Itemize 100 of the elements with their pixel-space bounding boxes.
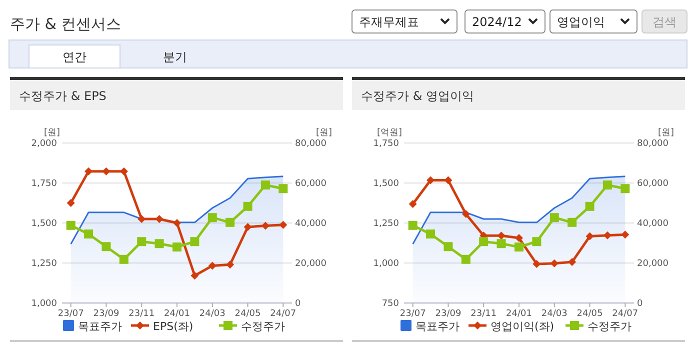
point <box>119 254 128 264</box>
x-tick-label: 24/03 <box>199 309 226 319</box>
point <box>66 220 76 230</box>
x-tick-label: 24/01 <box>164 309 190 319</box>
point <box>226 260 234 269</box>
y-tick-label: 1,500 <box>373 179 400 189</box>
point <box>190 237 200 246</box>
point <box>532 260 541 268</box>
y-tick-label: 2,000 <box>31 139 58 149</box>
y2-tick-label: 20,000 <box>637 259 669 269</box>
point <box>515 234 523 242</box>
text: 주가 & 컨센서스 <box>10 15 122 33</box>
text: 2024/12 <box>472 15 522 29</box>
x-tick-label: 24/05 <box>234 309 261 319</box>
x-tick-label: 23/11 <box>128 309 155 319</box>
y2-tick-label: 80,000 <box>637 139 669 149</box>
x-tick-label: 23/07 <box>58 309 84 319</box>
point <box>408 200 417 208</box>
point <box>408 220 418 230</box>
chart-title: 수정주가 & 영업이익 <box>361 89 474 103</box>
y2-tick-label: 60,000 <box>295 179 327 189</box>
point <box>190 272 199 280</box>
point <box>279 220 288 229</box>
point <box>461 254 470 264</box>
y-axis-title: [억원] <box>376 128 402 138</box>
point <box>620 184 630 194</box>
point <box>603 231 612 240</box>
point <box>550 213 559 222</box>
text: 검색 <box>652 15 676 29</box>
point <box>155 215 164 223</box>
x-tick-label: 23/09 <box>93 309 120 319</box>
text: 분기 <box>163 50 187 64</box>
text: 영업이익 <box>557 15 605 29</box>
y-tick-label: 1,750 <box>373 139 400 149</box>
legend-label: 영업이익(좌) <box>490 320 554 333</box>
x-tick-label: 23/11 <box>470 309 497 319</box>
point <box>532 237 542 246</box>
y2-tick-label: 60,000 <box>637 179 669 189</box>
y-tick-label: 1,000 <box>373 259 400 269</box>
chart-title: 수정주가 & EPS <box>19 89 106 103</box>
y2-tick-label: 0 <box>295 299 301 309</box>
x-tick-label: 24/07 <box>612 309 638 319</box>
point <box>172 242 182 252</box>
point <box>120 167 128 176</box>
point <box>426 230 436 238</box>
point <box>208 262 216 270</box>
point <box>261 222 270 230</box>
point <box>173 219 181 227</box>
y-tick-label: 1,000 <box>31 299 58 309</box>
point <box>621 230 630 239</box>
y-axis-title: [원] <box>44 128 60 138</box>
point <box>243 202 252 211</box>
y2-axis-title: [원] <box>658 128 674 138</box>
y2-tick-label: 40,000 <box>637 219 669 229</box>
y-tick-label: 750 <box>382 299 400 309</box>
text: 주재무제표 <box>359 15 419 29</box>
point <box>497 232 506 240</box>
y-tick-label: 1,500 <box>31 219 58 229</box>
legend-label: 수정주가 <box>241 320 285 333</box>
y2-axis-title: [원] <box>316 128 332 138</box>
y2-tick-label: 20,000 <box>295 259 327 269</box>
legend-label: 수정주가 <box>588 320 632 333</box>
point <box>444 242 453 252</box>
point <box>208 213 217 222</box>
point <box>154 239 164 248</box>
point <box>278 184 288 194</box>
point <box>226 218 235 227</box>
point <box>462 210 470 218</box>
point <box>66 199 75 207</box>
y2-tick-label: 40,000 <box>295 219 327 229</box>
point <box>102 167 110 176</box>
y2-tick-label: 0 <box>637 299 643 309</box>
text: 연간 <box>62 50 86 64</box>
point <box>260 180 270 190</box>
point <box>514 242 524 252</box>
y2-tick-label: 80,000 <box>295 139 327 149</box>
point <box>102 242 111 252</box>
point <box>137 237 146 246</box>
point <box>479 237 488 246</box>
point <box>550 259 558 268</box>
point <box>244 223 252 231</box>
point <box>602 180 612 190</box>
point <box>496 239 506 248</box>
legend-label: 목표주가 <box>416 320 460 333</box>
point <box>585 202 594 211</box>
point <box>84 230 94 238</box>
x-tick-label: 24/05 <box>576 309 603 319</box>
y-tick-label: 1,250 <box>31 259 58 269</box>
x-tick-label: 24/03 <box>541 309 568 319</box>
y-tick-label: 1,750 <box>31 179 58 189</box>
x-tick-label: 24/01 <box>506 309 532 319</box>
legend-label: 목표주가 <box>78 320 122 333</box>
x-tick-label: 24/07 <box>270 309 296 319</box>
point <box>586 232 594 240</box>
x-tick-label: 23/09 <box>435 309 462 319</box>
point <box>568 258 576 266</box>
point <box>568 218 577 227</box>
y-tick-label: 1,250 <box>373 219 400 229</box>
legend-label: EPS(좌) <box>153 320 194 333</box>
x-tick-label: 23/07 <box>400 309 426 319</box>
